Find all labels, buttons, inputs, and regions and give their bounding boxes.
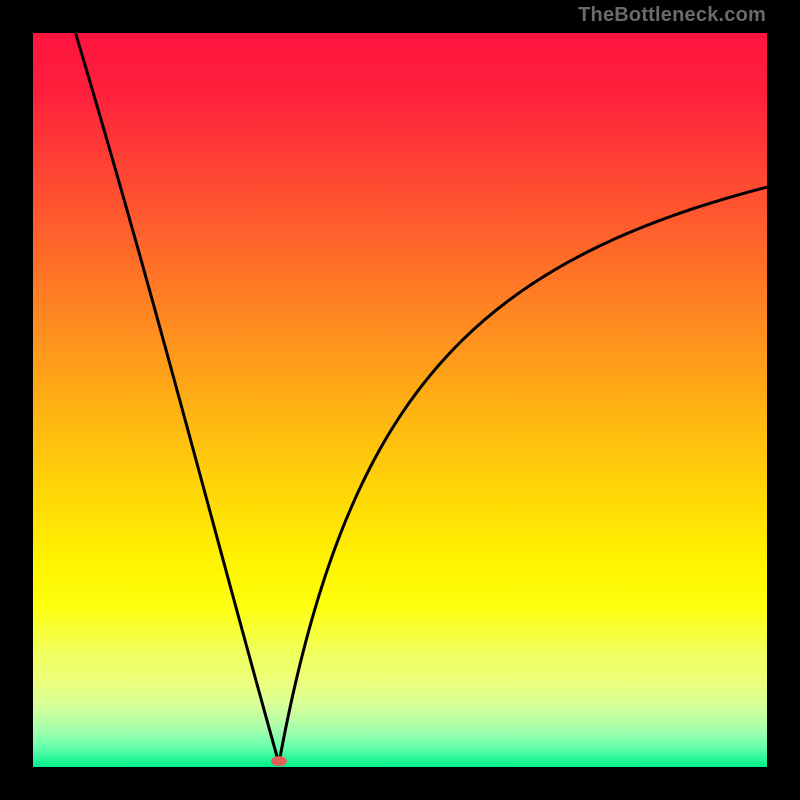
bottleneck-curve	[33, 33, 767, 767]
watermark-text: TheBottleneck.com	[578, 4, 766, 27]
chart-frame: TheBottleneck.com	[0, 0, 800, 800]
plot-area	[33, 33, 767, 767]
minimum-marker	[271, 756, 287, 766]
